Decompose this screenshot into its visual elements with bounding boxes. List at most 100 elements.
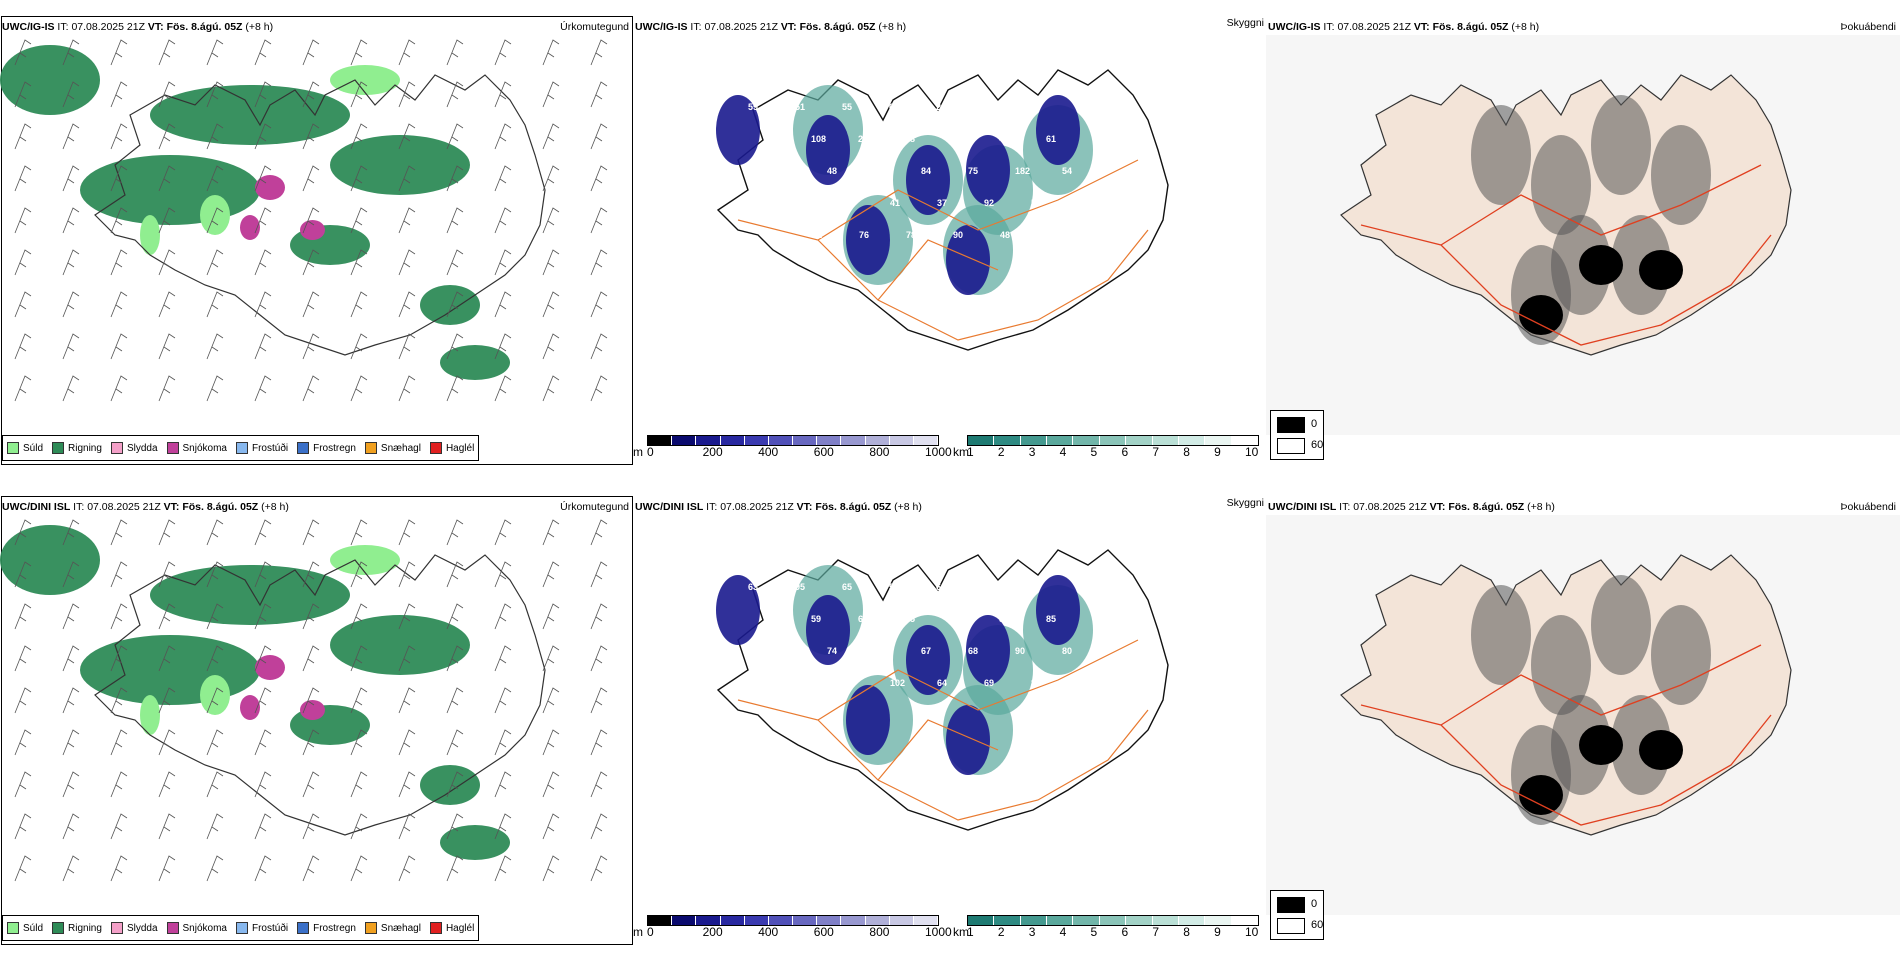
cloud-map: 63 95 65 56 60 57 98 147 49 59 63 75 39 54 85 58 70 74 76 6… xyxy=(716,549,1169,831)
colorbar-cell xyxy=(1126,436,1153,445)
wind-barb xyxy=(542,39,560,66)
lead-time: (+8 h) xyxy=(894,501,922,513)
valid-time: Fös. 8.ágú. 05Z xyxy=(799,21,876,33)
cloud-base-value: 64 xyxy=(983,102,993,112)
legend-label: Súld xyxy=(23,442,44,454)
colorbar-cell xyxy=(720,436,745,445)
wind-barb xyxy=(542,375,560,402)
cloud-base-area xyxy=(946,705,990,775)
wind-barb xyxy=(542,771,560,798)
panel-header: UWC/DINI ISL IT: 07.08.2025 21Z VT: Fös.… xyxy=(2,501,289,513)
cloud-base-value: 59 xyxy=(748,102,758,112)
wind-barb xyxy=(350,39,368,66)
legend-swatch xyxy=(52,922,65,934)
wind-barb xyxy=(158,249,176,276)
panel-header: UWC/DINI ISL IT: 07.08.2025 21Z VT: Fös.… xyxy=(1268,501,1555,513)
colorbar-strip xyxy=(967,435,1259,446)
wind-barb xyxy=(14,81,32,108)
colorbar-tick: 1 xyxy=(967,445,974,459)
cloud-base-value: 59 xyxy=(811,614,821,624)
wind-barb xyxy=(590,687,608,714)
wind-barb xyxy=(590,291,608,318)
wind-barb xyxy=(542,81,560,108)
rain-area xyxy=(440,825,510,860)
wind-barb xyxy=(62,165,80,192)
road-network xyxy=(737,639,1149,821)
colorbar-cell xyxy=(1231,916,1258,925)
fog-key-light-swatch xyxy=(1277,918,1305,934)
wind-barb xyxy=(542,291,560,318)
wind-barb xyxy=(446,603,464,630)
wind-barb xyxy=(494,249,512,276)
wind-barb xyxy=(446,207,464,234)
cloud-base-value: 54 xyxy=(999,614,1009,624)
wind-barb xyxy=(590,603,608,630)
cloud-base-value: 26 xyxy=(858,134,868,144)
wind-barb xyxy=(62,81,80,108)
valid-time: Fös. 8.ágú. 05Z xyxy=(182,501,259,513)
init-time: 07.08.2025 21Z xyxy=(1353,501,1427,513)
wind-barb xyxy=(446,645,464,672)
legend-label: Slydda xyxy=(126,922,158,934)
colorbar-cell xyxy=(913,436,939,445)
wind-barb xyxy=(302,291,320,318)
cloud-base-value: 53 xyxy=(764,134,774,144)
wind-barb xyxy=(254,291,272,318)
wind-barb xyxy=(590,645,608,672)
road-network xyxy=(1360,644,1772,826)
wind-barb xyxy=(302,165,320,192)
wind-barb xyxy=(158,81,176,108)
colorbar-tick: 200 xyxy=(702,445,723,459)
model-name: UWC/IG-IS xyxy=(2,21,55,33)
legend-label: Rigning xyxy=(68,922,102,934)
wind-barb xyxy=(110,291,128,318)
wind-barb xyxy=(494,291,512,318)
colorbar-cell xyxy=(1020,916,1048,925)
wind-barb xyxy=(494,813,512,840)
cloud-base-value: 48 xyxy=(905,134,915,144)
fog-area xyxy=(1651,125,1711,225)
legend-label: Rigning xyxy=(68,442,102,454)
wind-barb xyxy=(350,207,368,234)
wind-barb xyxy=(206,291,224,318)
colorbar-tick: 400 xyxy=(758,445,779,459)
cloud-base-value: 90 xyxy=(953,230,963,240)
cloud-base-value: 73 xyxy=(874,166,884,176)
drizzle-area xyxy=(140,215,160,255)
valid-time: Fös. 8.ágú. 05Z xyxy=(166,21,243,33)
panel-title: Skyggni xyxy=(1226,17,1264,29)
wind-barb xyxy=(350,123,368,150)
cloud-base-value: 21 xyxy=(936,102,946,112)
wind-barb xyxy=(446,729,464,756)
colorbar-tick: 8 xyxy=(1183,445,1190,459)
colorbar-cell xyxy=(1126,916,1153,925)
cloud-base-value: 51 xyxy=(749,678,759,688)
wind-barb xyxy=(350,603,368,630)
cloud-base-value: 48 xyxy=(1000,230,1010,240)
wind-barb xyxy=(158,771,176,798)
wind-barb xyxy=(302,855,320,882)
legend-label: Súld xyxy=(23,922,44,934)
cloud-base-value: 67 xyxy=(1094,230,1104,240)
colorbar-cell xyxy=(744,436,769,445)
cloud-base-value: 75 xyxy=(968,166,978,176)
colorbar-strip xyxy=(647,435,939,446)
colorbar-cell xyxy=(994,916,1021,925)
colorbar-cell xyxy=(817,916,842,925)
wind-barb xyxy=(302,561,320,588)
wind-barb xyxy=(302,207,320,234)
wind-barb xyxy=(206,561,224,588)
fog-key-light-label: 60 xyxy=(1311,439,1324,451)
legend-swatch xyxy=(7,922,19,934)
legend-item: Haglél xyxy=(429,922,474,934)
cloud-base-value: 37 xyxy=(765,710,775,720)
wind-barb xyxy=(110,729,128,756)
colorbar-tick: 2 xyxy=(997,445,1005,459)
legend-item: Frostúði xyxy=(235,442,288,454)
wind-barb xyxy=(542,519,560,546)
colorbar-cell xyxy=(1205,916,1232,925)
fog-key-dark-label: 0 xyxy=(1311,898,1318,910)
precip-legend: Súld Rigning Slydda Snjókoma Frostúði Frostre… xyxy=(2,435,480,461)
wind-barb xyxy=(350,249,368,276)
cloud-base-value: 108 xyxy=(811,134,826,144)
